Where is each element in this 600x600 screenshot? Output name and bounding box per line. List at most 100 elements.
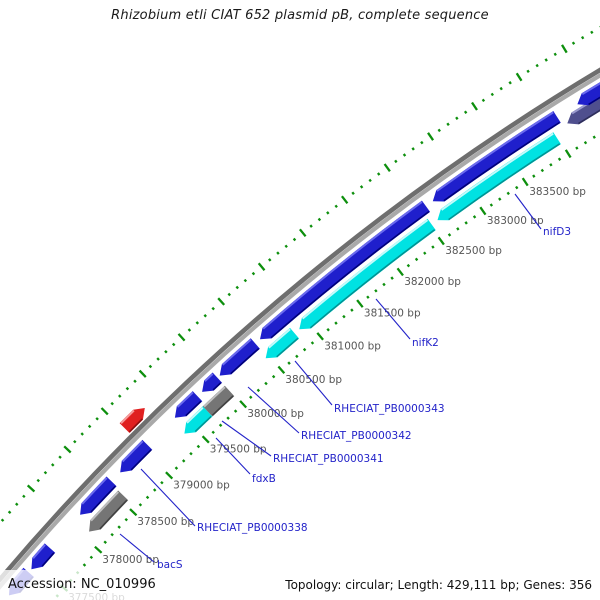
label-leader-line-nifD3 <box>514 193 542 230</box>
minor-tick-inner <box>506 191 510 196</box>
bp-position-label: 379000 bp <box>173 479 230 491</box>
gene-label-nifK2[interactable]: nifK2 <box>412 337 439 349</box>
minor-tick-inner <box>310 341 315 345</box>
minor-tick-inner <box>406 263 411 268</box>
minor-tick-outer <box>376 172 381 176</box>
minor-tick-inner <box>326 327 330 332</box>
minor-tick-outer <box>58 455 62 459</box>
gene-label-fdxB[interactable]: fdxB <box>252 473 276 485</box>
bp-position-label: 381500 bp <box>364 308 421 320</box>
gene-arrow[interactable] <box>119 408 145 433</box>
minor-tick-inner <box>532 174 536 178</box>
bp-position-label: 380500 bp <box>285 374 342 386</box>
gene-label-RHECIAT_PB0000338[interactable]: RHECIAT_PB0000338 <box>197 522 308 534</box>
gene-label-RHECIAT_PB0000343[interactable]: RHECIAT_PB0000343 <box>334 403 445 415</box>
gene-label-RHECIAT_PB0000342[interactable]: RHECIAT_PB0000342 <box>301 430 412 442</box>
minor-tick-outer <box>87 424 92 429</box>
minor-tick-outer <box>490 92 494 97</box>
label-leader-line-fdxB <box>215 437 251 475</box>
minor-tick-outer <box>251 271 256 276</box>
minor-tick-outer <box>309 224 313 228</box>
bp-position-label: 378000 bp <box>102 554 159 566</box>
minor-tick-outer <box>526 69 530 74</box>
minor-tick-outer <box>15 502 19 506</box>
minor-tick-inner <box>592 135 596 139</box>
minor-tick-outer <box>7 510 12 514</box>
minor-tick-inner <box>110 532 114 537</box>
gene-label-bacS[interactable]: bacS <box>157 559 183 571</box>
minor-tick-outer <box>508 81 512 85</box>
minor-tick-outer <box>420 140 424 145</box>
bp-position-label: 379500 bp <box>210 443 267 455</box>
major-tick-outer <box>257 262 266 271</box>
label-leader-line-nifK2 <box>375 298 411 340</box>
bp-position-label: 383500 bp <box>529 186 586 198</box>
gene-arrow[interactable] <box>260 200 431 340</box>
minor-tick-outer <box>402 153 407 157</box>
gene-arrow[interactable] <box>202 372 223 392</box>
major-tick-outer <box>515 72 523 82</box>
minor-tick-inner <box>575 146 579 150</box>
minor-tick-outer <box>535 63 539 68</box>
gene-arrow[interactable] <box>174 391 203 418</box>
minor-tick-inner <box>264 381 268 386</box>
minor-tick-inner <box>249 395 253 399</box>
major-tick-inner <box>316 332 324 341</box>
minor-tick-outer <box>73 439 77 444</box>
gene-arrow[interactable] <box>31 543 56 570</box>
major-tick-inner <box>521 177 529 187</box>
minor-tick-inner <box>117 525 121 529</box>
minor-tick-outer <box>117 394 122 398</box>
minor-tick-inner <box>414 257 419 262</box>
gene-arrow[interactable] <box>80 476 117 515</box>
minor-tick-inner <box>366 295 370 299</box>
bp-position-label: 380000 bp <box>247 408 304 420</box>
gene-arrow-nifK2[interactable] <box>299 218 436 330</box>
major-tick-outer <box>299 228 307 238</box>
gene-arrow-fdxB[interactable] <box>184 406 213 434</box>
label-leader-line-RHECIAT_PB0000341 <box>221 420 272 457</box>
minor-tick-outer <box>359 185 364 189</box>
major-tick-outer <box>63 445 72 454</box>
major-tick-outer <box>26 484 36 493</box>
plasmid-backbone <box>0 67 600 583</box>
gene-arrow-RHECIAT_PB0000343[interactable] <box>265 327 300 359</box>
minor-tick-outer <box>317 217 322 222</box>
minor-tick-inner <box>211 430 215 435</box>
minor-tick-inner <box>124 517 128 522</box>
minor-tick-inner <box>145 495 150 500</box>
major-tick-outer <box>383 163 391 172</box>
minor-tick-outer <box>544 58 548 62</box>
gene-arrow-RHECIAT_PB0000341[interactable] <box>202 385 235 417</box>
minor-tick-outer <box>437 128 441 133</box>
minor-tick-inner <box>489 203 494 207</box>
minor-tick-outer <box>334 204 338 209</box>
minor-tick-inner <box>181 459 186 463</box>
minor-tick-outer <box>51 463 55 467</box>
major-tick-outer <box>217 297 226 306</box>
minor-tick-outer <box>243 278 248 283</box>
minor-tick-outer <box>195 321 200 325</box>
gene-arrow-RHECIAT_PB0000338[interactable] <box>120 439 153 473</box>
major-tick-outer <box>561 44 568 54</box>
minor-tick-outer <box>164 350 168 354</box>
major-tick-outer <box>471 101 478 111</box>
gene-arrow-bacS[interactable] <box>89 490 129 532</box>
minor-tick-outer <box>156 357 160 361</box>
gene-arrow-nifD3[interactable] <box>437 132 561 221</box>
gene-arrow[interactable] <box>577 41 600 106</box>
minor-tick-inner <box>103 540 107 544</box>
minor-tick-inner <box>431 245 435 249</box>
minor-tick-outer <box>394 159 398 164</box>
minor-tick-outer <box>455 116 459 120</box>
gene-label-nifD3[interactable]: nifD3 <box>543 226 571 238</box>
gene-arrow-RHECIAT_PB0000342[interactable] <box>219 338 260 376</box>
major-tick-inner <box>94 545 103 554</box>
major-tick-inner <box>165 471 174 480</box>
major-tick-inner <box>201 435 210 444</box>
major-tick-outer <box>177 333 186 342</box>
minor-tick-inner <box>174 466 179 470</box>
gene-arrow[interactable] <box>432 111 561 202</box>
gene-label-RHECIAT_PB0000341[interactable]: RHECIAT_PB0000341 <box>273 453 384 465</box>
